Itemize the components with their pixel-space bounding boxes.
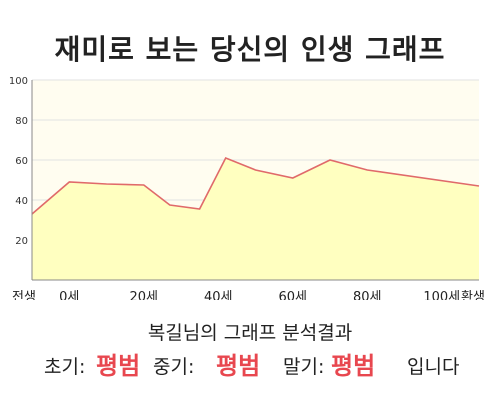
late-label: 말기: [283,356,325,378]
x-tick-labels: 전생 0세 20세 40세 60세 80세 100세 환생 [12,290,485,300]
y-tick-label: 20 [15,236,28,247]
x-tick-label: 40세 [204,290,233,300]
y-tick-label: 60 [15,156,28,167]
early-label: 초기: [44,356,86,378]
y-tick-label: 80 [15,116,28,127]
y-tick-label: 100 [9,76,28,87]
y-tick-labels: 20 40 60 80 100 [9,76,28,247]
late-verdict: 평범 [331,352,376,380]
series-line [31,156,480,215]
x-tick-label: 0세 [59,290,79,300]
area-fill [32,158,479,280]
x-tick-label: 60세 [278,290,307,300]
life-graph-chart: 20 40 60 80 100 전생 0세 20세 40세 60세 80세 100세 환생 [9,76,485,300]
x-tick-label: 20세 [129,290,158,300]
x-tick-label: 100세 [423,290,460,300]
x-tick-label: 80세 [353,290,382,300]
y-tick-label: 40 [15,196,28,207]
ending-text: 입니다 [407,356,460,378]
mid-label: 중기: [153,356,195,378]
analysis-subtitle: 복길님의 그래프 분석결과 [147,322,353,344]
early-verdict: 평범 [96,352,141,380]
chart-title: 재미로 보는 당신의 인생 그래프 [54,33,446,66]
x-tick-label: 환생 [461,290,485,300]
x-tick-label: 전생 [12,290,36,300]
analysis-result: 초기: 평범 중기: 평범 말기: 평범 입니다 [0,346,500,382]
mid-verdict: 평범 [216,352,261,380]
